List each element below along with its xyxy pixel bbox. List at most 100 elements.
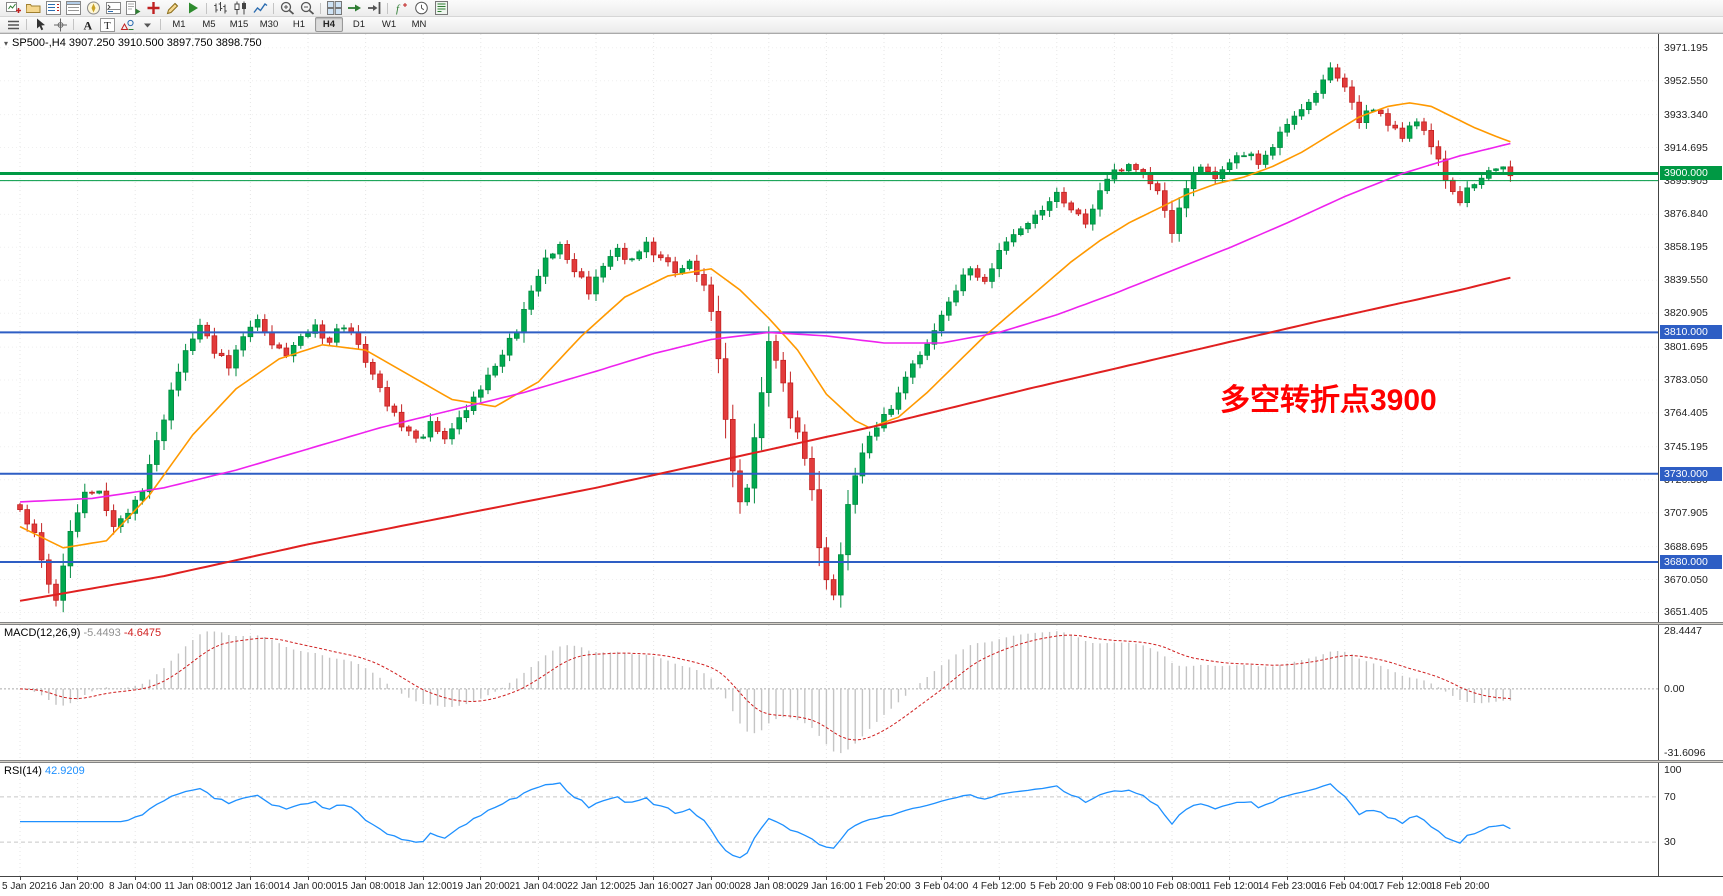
toolbar-linestudies-periods: A T M1 M5 M15 M30 H1 H4 D1 W1 MN xyxy=(0,17,1723,33)
timeframe-button-mn[interactable]: MN xyxy=(411,19,427,30)
shapes-tool-button[interactable] xyxy=(117,17,137,32)
time-axis-label: 1 Feb 20:00 xyxy=(857,881,911,892)
time-axis-tick xyxy=(998,877,1000,880)
chart-annotation-text[interactable]: 多空转折点3900 xyxy=(1220,384,1437,417)
pane-separator[interactable] xyxy=(0,622,1723,625)
navigator-button[interactable] xyxy=(83,1,103,16)
price-axis-label: 3783.050 xyxy=(1664,374,1708,386)
market-watch-button[interactable] xyxy=(43,1,63,16)
time-axis-label: 17 Feb 12:00 xyxy=(1372,881,1432,892)
strategy-tester-button[interactable] xyxy=(123,1,143,16)
dropdown-arrow-icon xyxy=(143,23,151,27)
new-order-icon xyxy=(147,2,159,14)
autotrading-button[interactable] xyxy=(183,1,203,16)
zoom-out-button[interactable] xyxy=(297,1,317,16)
time-axis-label: 5 Feb 20:00 xyxy=(1030,881,1084,892)
rsi-scale-label: 70 xyxy=(1664,791,1676,803)
price-axis-label: 3651.405 xyxy=(1664,606,1708,618)
time-axis-tick xyxy=(77,877,79,880)
macd-scale-label: -31.6096 xyxy=(1664,747,1706,759)
text-label-tool-button[interactable]: T xyxy=(97,17,117,32)
price-axis-label: 3764.405 xyxy=(1664,407,1708,419)
timeframe-button-d1[interactable]: D1 xyxy=(352,19,366,30)
time-axis-label: 14 Feb 23:00 xyxy=(1257,881,1317,892)
rsi-label: RSI(14) 42.9209 xyxy=(4,765,85,777)
auto-scroll-icon xyxy=(347,4,361,12)
svg-text:f: f xyxy=(396,3,401,15)
timeframe-button-m30[interactable]: M30 xyxy=(259,19,279,30)
metaeditor-icon xyxy=(166,2,178,15)
timeframe-button-m5[interactable]: M5 xyxy=(202,19,216,30)
time-axis-label: 28 Jan 08:00 xyxy=(739,881,798,892)
time-axis[interactable]: 5 Jan 2021 6 Jan 20:00 8 Jan 04:00 11 Jan 0… xyxy=(0,876,1723,896)
line-chart-button[interactable] xyxy=(250,1,270,16)
tile-windows-button[interactable] xyxy=(324,1,344,16)
shapes-dropdown-button[interactable] xyxy=(137,17,157,32)
time-axis-tick xyxy=(710,877,712,880)
timeframe-button-m15[interactable]: M15 xyxy=(229,19,249,30)
macd-chart-canvas[interactable] xyxy=(0,625,1658,760)
cursor-icon xyxy=(36,18,45,30)
time-axis-label: 18 Jan 12:00 xyxy=(394,881,453,892)
chart-menu-button[interactable] xyxy=(3,17,23,32)
time-axis-label: 29 Jan 16:00 xyxy=(797,881,856,892)
price-axis-label: 3839.550 xyxy=(1664,274,1708,286)
timeframe-button-h4[interactable]: H4 xyxy=(315,17,343,32)
timeframe-button-m1[interactable]: M1 xyxy=(172,19,186,30)
market-watch-icon xyxy=(45,1,61,15)
time-axis-label: 15 Jan 08:00 xyxy=(336,881,395,892)
tile-windows-icon xyxy=(326,1,342,15)
rsi-scale-label: 100 xyxy=(1664,764,1682,776)
folder-icon xyxy=(25,4,40,13)
zoom-out-icon xyxy=(300,1,314,15)
metaeditor-button[interactable] xyxy=(163,1,183,16)
cursor-tool-button[interactable] xyxy=(30,17,50,32)
time-axis-tick xyxy=(1286,877,1288,880)
crosshair-tool-button[interactable] xyxy=(50,17,70,32)
time-axis-label: 25 Jan 16:00 xyxy=(624,881,683,892)
time-axis-label: 27 Jan 00:00 xyxy=(682,881,741,892)
new-order-button[interactable] xyxy=(143,1,163,16)
text-tool-button[interactable]: A xyxy=(77,17,97,32)
macd-label: MACD(12,26,9) -5.4493 -4.6475 xyxy=(4,627,161,639)
time-axis-tick xyxy=(365,877,367,880)
price-axis[interactable]: 3971.195 3952.550 3933.340 3914.695 3895.905… xyxy=(1658,34,1723,876)
time-axis-label: 6 Jan 20:00 xyxy=(51,881,104,892)
price-axis-label: 3670.050 xyxy=(1664,574,1708,586)
macd-indicator-pane[interactable]: MACD(12,26,9) -5.4493 -4.6475 xyxy=(0,625,1658,760)
time-axis-tick xyxy=(1344,877,1346,880)
chart-shift-button[interactable] xyxy=(364,1,384,16)
auto-scroll-button[interactable] xyxy=(344,1,364,16)
price-axis-label: 3801.695 xyxy=(1664,341,1708,353)
time-axis-tick xyxy=(941,877,943,880)
main-price-pane[interactable]: ▾ SP500-,H4 3907.250 3910.500 3897.750 38… xyxy=(0,34,1658,622)
rsi-chart-canvas[interactable] xyxy=(0,763,1658,876)
profiles-button[interactable] xyxy=(23,1,43,16)
time-axis-label: 4 Feb 12:00 xyxy=(972,881,1026,892)
rsi-value: 42.9209 xyxy=(44,765,85,777)
timeframe-button-h1[interactable]: H1 xyxy=(292,19,306,30)
pane-separator[interactable] xyxy=(0,760,1723,763)
one-click-trading-arrow[interactable]: ▾ xyxy=(4,39,9,48)
indicators-icon: f xyxy=(396,3,407,15)
crosshair-icon xyxy=(53,18,67,31)
time-axis-label: 11 Feb 12:00 xyxy=(1200,881,1259,892)
time-axis-label: 19 Jan 20:00 xyxy=(451,881,510,892)
time-axis-label: 18 Feb 20:00 xyxy=(1430,881,1490,892)
strategy-tester-icon xyxy=(125,1,140,15)
zoom-in-button[interactable] xyxy=(277,1,297,16)
periods-button[interactable] xyxy=(411,1,431,16)
bar-chart-button[interactable] xyxy=(210,1,230,16)
new-chart-button[interactable] xyxy=(3,1,23,16)
templates-button[interactable] xyxy=(431,1,451,16)
rsi-indicator-pane[interactable]: RSI(14) 42.9209 xyxy=(0,763,1658,876)
terminal-button[interactable] xyxy=(103,1,123,16)
price-chart-canvas[interactable] xyxy=(0,34,1658,622)
data-window-button[interactable] xyxy=(63,1,83,16)
candlestick-chart-button[interactable] xyxy=(230,1,250,16)
timeframe-button-w1[interactable]: W1 xyxy=(381,19,397,30)
rsi-title: RSI(14) xyxy=(4,765,42,777)
time-axis-tick xyxy=(192,877,194,880)
price-level-tag-3730: 3730.000 xyxy=(1660,467,1722,481)
indicators-button[interactable]: f xyxy=(391,1,411,16)
